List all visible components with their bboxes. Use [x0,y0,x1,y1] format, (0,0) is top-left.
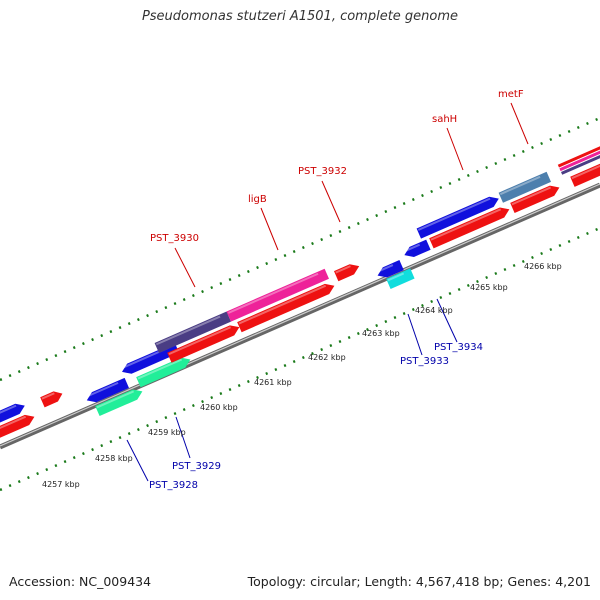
cds-red-ligb[interactable] [237,281,336,333]
label-metf: metF [498,89,524,100]
topology-text: Topology: circular; Length: 4,567,418 bp… [247,574,591,589]
callout-pst-3934 [436,298,458,343]
callout-pst-3933 [407,313,423,356]
cds-blue-sahh[interactable] [416,194,501,239]
cds-blue-rev-4[interactable] [402,239,431,261]
callout-pst-3929 [175,416,191,459]
label-pst-3934: PST_3934 [434,342,483,353]
callout-pst-3930 [174,247,196,288]
genome-backbone [0,182,600,450]
cds-blue-left-1[interactable] [0,401,27,431]
scale-label-4258: 4258 kbp [95,454,133,463]
map-title: Pseudomonas stutzeri A1501, complete gen… [141,9,459,24]
cds-steel-metf[interactable] [498,171,551,203]
callout-ligb [260,207,279,251]
cds-cyan-3933[interactable] [386,268,415,289]
scale-label-4257: 4257 kbp [42,480,80,489]
label-pst-3930: PST_3930 [150,233,199,244]
cds-pink-ligb[interactable] [226,268,329,322]
cds-purple-right[interactable] [560,151,600,175]
tick-row-top [0,116,600,382]
cds-red-3932[interactable] [333,261,361,282]
tick-row-bottom [0,226,600,492]
callout-lines [126,102,529,482]
scale-label-4261: 4261 kbp [254,378,292,387]
cds-red-sahh[interactable] [429,204,511,249]
scale-label-4266: 4266 kbp [524,262,562,271]
callout-pst-3932 [321,180,341,223]
cds-navy-3930[interactable] [154,311,231,354]
cds-blue-rev-2[interactable] [120,342,180,377]
feature-track [0,143,600,444]
label-ligb: ligB [248,194,267,205]
top-gene-labels: PST_3930 ligB PST_3932 sahH metF [150,89,524,244]
cds-red-right[interactable] [570,158,600,187]
bottom-gene-labels: PST_3928 PST_3929 PST_3933 PST_3934 [149,342,483,491]
scale-label-4260: 4260 kbp [200,403,238,412]
scale-label-4263: 4263 kbp [362,329,400,338]
cds-red-3930[interactable] [167,322,241,363]
scale-labels: 4257 kbp 4258 kbp 4259 kbp 4260 kbp 4261… [42,262,562,489]
callout-pst-3928 [126,439,149,482]
cds-red-left-1[interactable] [0,412,37,444]
label-pst-3932: PST_3932 [298,166,347,177]
label-pst-3933: PST_3933 [400,356,449,367]
scale-label-4259: 4259 kbp [148,428,186,437]
cds-red-small-1[interactable] [40,389,64,408]
label-pst-3928: PST_3928 [149,480,198,491]
label-sahh: sahH [432,114,457,125]
cds-orange-right[interactable] [557,143,600,168]
cds-teal-2[interactable] [136,354,192,388]
callout-sahh [446,127,464,171]
label-pst-3929: PST_3929 [172,461,221,472]
scale-label-4265: 4265 kbp [470,283,508,292]
accession-text: Accession: NC_009434 [9,574,152,589]
cds-red-metf[interactable] [510,182,561,214]
cds-pink-right[interactable] [559,147,600,172]
scale-label-4262: 4262 kbp [308,353,346,362]
cds-blue-rev-1[interactable] [85,377,129,406]
cds-blue-rev-3[interactable] [375,260,404,281]
cds-teal-1[interactable] [95,386,144,417]
scale-label-4264: 4264 kbp [415,306,453,315]
callout-metf [510,102,529,145]
